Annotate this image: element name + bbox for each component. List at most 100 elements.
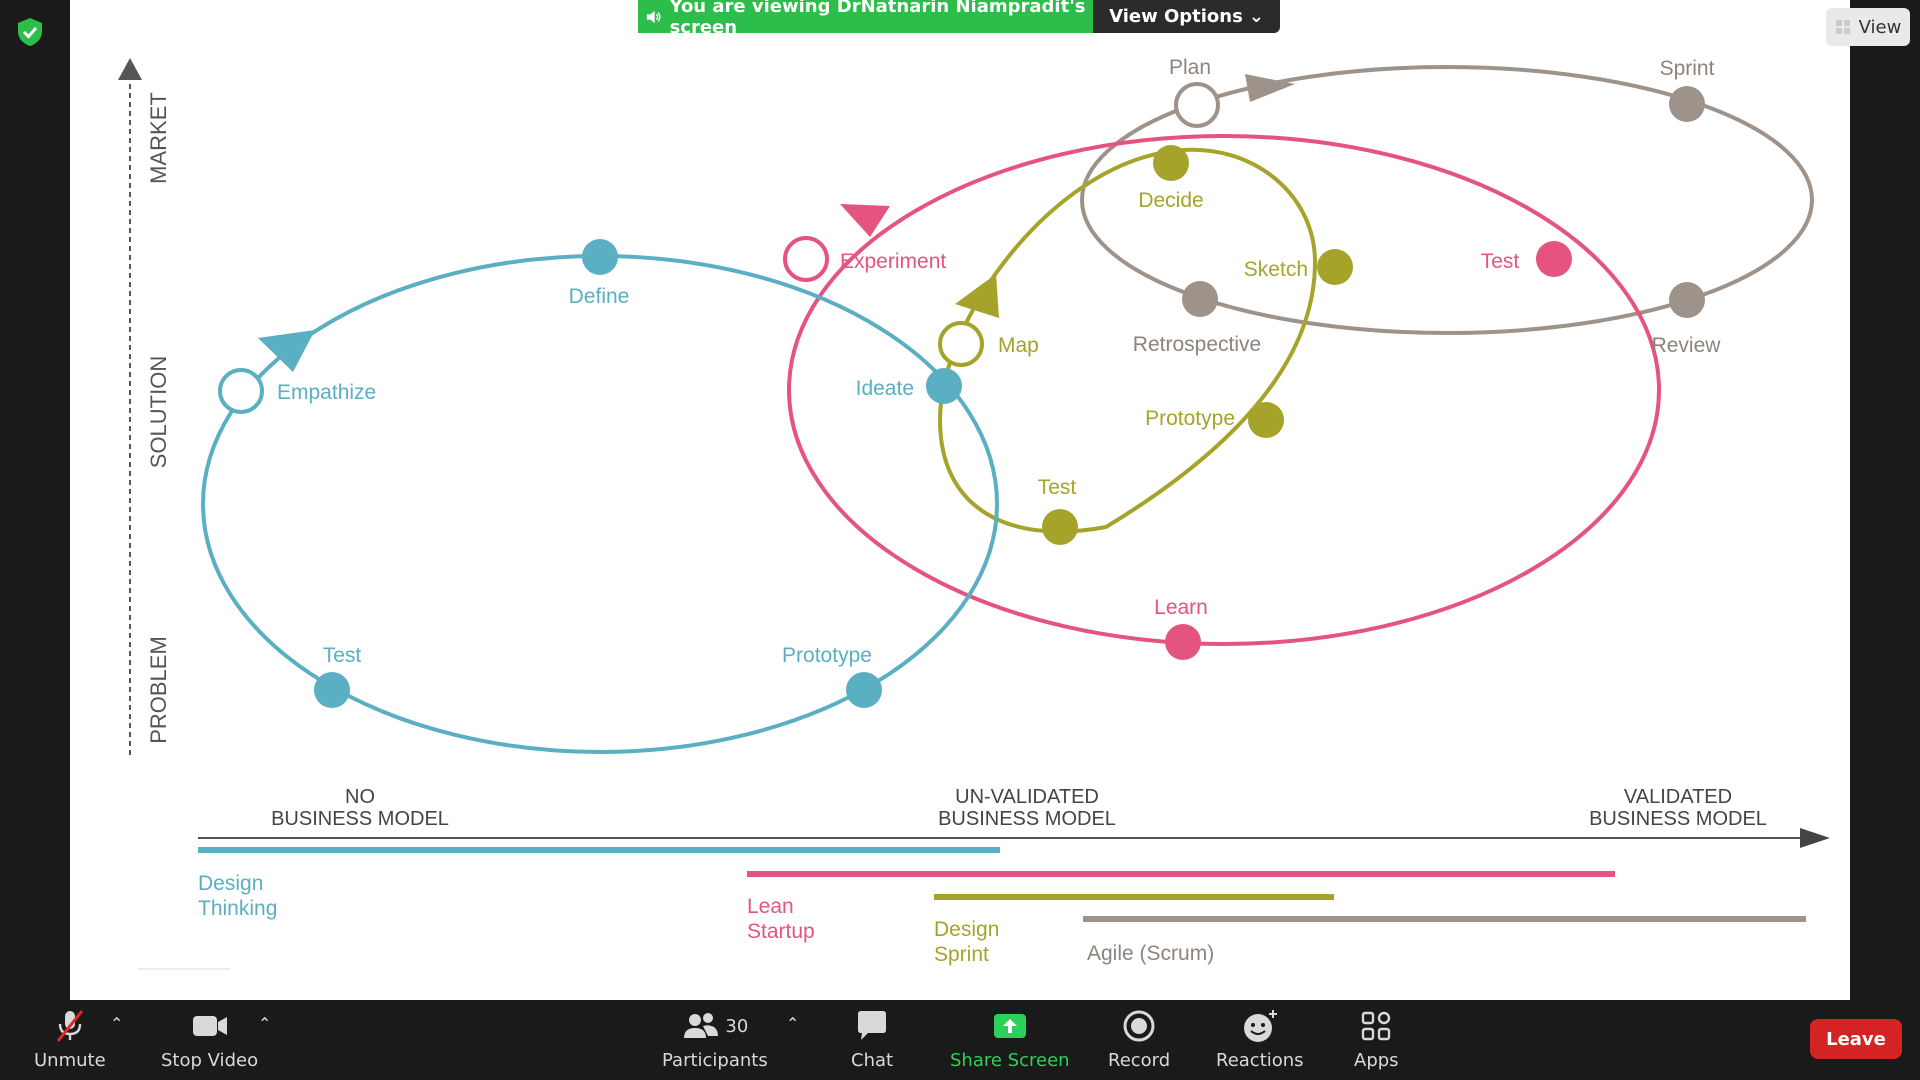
axis-label-problem: PROBLEM xyxy=(146,636,171,744)
grid-icon xyxy=(1835,20,1850,34)
view-button-label: View xyxy=(1858,16,1902,38)
audio-options-caret-icon[interactable]: ⌃ xyxy=(110,1014,124,1033)
lean-startup-arrow xyxy=(840,204,890,237)
dt-label-test: Test xyxy=(323,644,362,667)
video-camera-icon xyxy=(191,1008,229,1044)
sprint-label-sketch: Sketch xyxy=(1244,258,1308,281)
agile-label-sprint: Sprint xyxy=(1660,57,1715,80)
record-button[interactable]: Record xyxy=(1108,1008,1170,1071)
record-label: Record xyxy=(1108,1050,1171,1071)
sprint-label-prototype: Prototype xyxy=(1145,407,1235,430)
axis-label-no-bm-1: NO xyxy=(345,786,375,808)
participants-label: Participants xyxy=(662,1050,768,1071)
agile-label-review: Review xyxy=(1652,334,1722,357)
stop-video-label: Stop Video xyxy=(161,1050,259,1071)
participants-icon: 30 xyxy=(681,1008,748,1044)
agile-cycle xyxy=(1080,65,1814,335)
sprint-node-decide xyxy=(1153,145,1189,181)
legend-design-thinking-1: Design xyxy=(198,872,263,895)
apps-label: Apps xyxy=(1354,1050,1399,1071)
vertical-axis-arrow xyxy=(118,58,142,80)
axis-label-validated-1: VALIDATED xyxy=(1624,786,1732,808)
reactions-label: Reactions xyxy=(1216,1050,1304,1071)
stop-video-button[interactable]: Stop Video xyxy=(161,1008,258,1071)
dt-label-empathize: Empathize xyxy=(277,381,376,404)
sprint-node-test xyxy=(1042,509,1078,545)
video-options-caret-icon[interactable]: ⌃ xyxy=(258,1014,272,1033)
sprint-label-test: Test xyxy=(1038,476,1077,499)
apps-icon xyxy=(1358,1008,1394,1044)
chat-label: Chat xyxy=(851,1050,894,1071)
leave-button[interactable]: Leave xyxy=(1810,1019,1902,1059)
axis-label-no-bm-2: BUSINESS MODEL xyxy=(271,808,449,830)
axis-label-unvalidated-2: BUSINESS MODEL xyxy=(938,808,1116,830)
sprint-label-decide: Decide xyxy=(1138,189,1203,212)
shared-screen: MARKET SOLUTION PROBLEM Plan Sprint Revi… xyxy=(70,0,1850,1000)
viewing-text: You are viewing DrNatnarin Niampradit's … xyxy=(669,0,1086,38)
dt-node-define xyxy=(582,239,618,275)
axis-label-solution: SOLUTION xyxy=(146,356,171,468)
agile-node-sprint xyxy=(1669,86,1705,122)
legend-lean-startup-1: Lean xyxy=(747,895,794,918)
design-sprint-arrow xyxy=(955,274,999,318)
lean-startup-cycle xyxy=(787,134,1661,646)
share-screen-label: Share Screen xyxy=(950,1050,1070,1071)
view-options-button[interactable]: View Options ⌄ xyxy=(1093,0,1280,33)
dt-node-empathize xyxy=(218,368,264,414)
lean-label-learn: Learn xyxy=(1154,596,1208,619)
legend-design-thinking-2: Thinking xyxy=(198,897,277,920)
dt-node-test xyxy=(314,672,350,708)
agile-node-retrospective xyxy=(1182,281,1218,317)
screen-share-banner: You are viewing DrNatnarin Niampradit's … xyxy=(638,0,1280,38)
lean-node-test xyxy=(1536,241,1572,277)
apps-button[interactable]: Apps xyxy=(1354,1008,1399,1071)
axis-label-validated-2: BUSINESS MODEL xyxy=(1589,808,1767,830)
dt-label-prototype: Prototype xyxy=(782,644,872,667)
share-screen-icon xyxy=(992,1008,1028,1044)
axis-label-unvalidated-1: UN-VALIDATED xyxy=(955,786,1099,808)
methodology-diagram: MARKET SOLUTION PROBLEM Plan Sprint Revi… xyxy=(118,56,1830,970)
horizontal-axis-arrow xyxy=(1800,828,1830,848)
participants-options-caret-icon[interactable]: ⌃ xyxy=(786,1014,800,1033)
meeting-toolbar: Unmute ⌃ Stop Video ⌃ 30 Participants ⌃ xyxy=(0,1000,1920,1080)
sprint-node-prototype xyxy=(1248,402,1284,438)
chevron-down-icon: ⌄ xyxy=(1248,6,1264,27)
lean-node-experiment xyxy=(783,236,829,282)
view-options-label: View Options xyxy=(1109,6,1243,27)
sprint-label-map: Map xyxy=(998,334,1039,357)
smiley-plus-icon xyxy=(1240,1008,1280,1044)
legend-agile: Agile (Scrum) xyxy=(1087,942,1214,965)
agile-node-review xyxy=(1669,282,1705,318)
dt-label-define: Define xyxy=(569,285,630,308)
lean-label-experiment: Experiment xyxy=(840,250,946,273)
legend-design-sprint-2: Sprint xyxy=(934,943,989,966)
lean-label-test: Test xyxy=(1481,250,1520,273)
view-button[interactable]: View xyxy=(1826,8,1910,46)
design-thinking-arrow xyxy=(258,330,315,372)
chat-bubble-icon xyxy=(854,1008,890,1044)
agile-node-plan xyxy=(1174,82,1220,128)
sprint-node-sketch xyxy=(1317,249,1353,285)
agile-label-retrospective: Retrospective xyxy=(1133,333,1261,356)
record-icon xyxy=(1121,1008,1157,1044)
chat-button[interactable]: Chat xyxy=(851,1008,893,1071)
security-shield-icon[interactable] xyxy=(14,16,46,48)
unmute-label: Unmute xyxy=(34,1050,106,1071)
participants-count: 30 xyxy=(725,1015,749,1037)
speaker-icon xyxy=(646,10,661,23)
axis-label-market: MARKET xyxy=(146,92,171,184)
dt-label-ideate: Ideate xyxy=(856,377,914,400)
muted-microphone-icon xyxy=(52,1008,88,1044)
agile-label-plan: Plan xyxy=(1169,56,1211,79)
participants-button[interactable]: 30 Participants xyxy=(662,1008,768,1071)
dt-node-ideate xyxy=(926,368,962,404)
share-screen-button[interactable]: Share Screen xyxy=(950,1008,1070,1071)
leave-label: Leave xyxy=(1826,1028,1886,1050)
legend-design-sprint-1: Design xyxy=(934,918,999,941)
sprint-node-map xyxy=(938,321,984,367)
legend-lean-startup-2: Startup xyxy=(747,920,815,943)
reactions-button[interactable]: Reactions xyxy=(1216,1008,1304,1071)
unmute-button[interactable]: Unmute xyxy=(34,1008,106,1071)
lean-node-learn xyxy=(1165,624,1201,660)
agile-arrow xyxy=(1245,74,1295,102)
